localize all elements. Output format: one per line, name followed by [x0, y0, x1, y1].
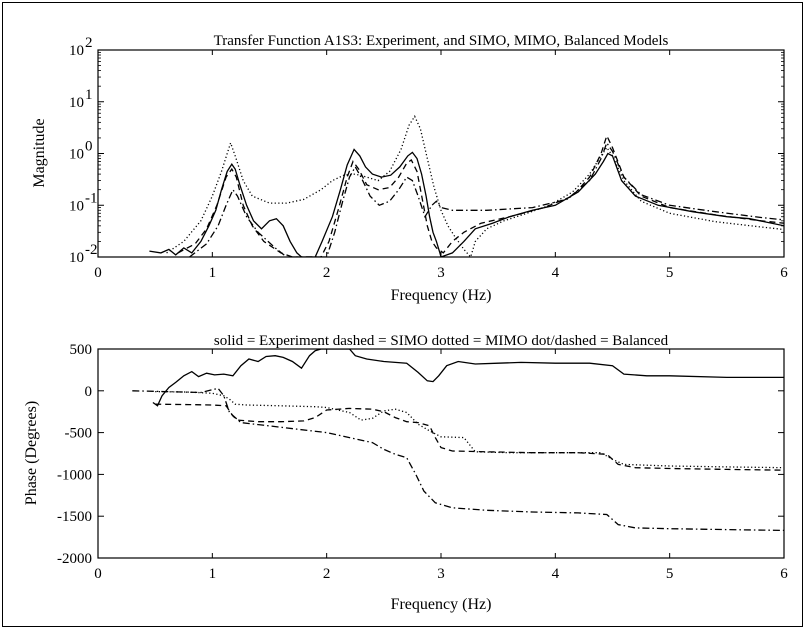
phase-xtick-label: 5	[666, 566, 674, 582]
magnitude-xtick-label: 3	[437, 265, 445, 281]
phase-series-dashdot	[132, 387, 784, 532]
magnitude-title: Transfer Function A1S3: Experiment, and …	[214, 33, 669, 49]
phase-ytick-label: 500	[70, 342, 93, 358]
magnitude-ytick-label: 10	[69, 198, 84, 214]
magnitude-xtick-label: 2	[323, 265, 331, 281]
phase-ytick-label: -500	[65, 426, 93, 442]
magnitude-series-solid	[149, 148, 784, 257]
magnitude-axes-box	[97, 49, 785, 258]
magnitude-ytick-label: 10	[69, 250, 84, 266]
phase-ticks: 0 1 2 3 4 5 6 500 0 -500 -1000 -1500 -2000	[57, 342, 788, 582]
phase-ytick-label: -2000	[57, 551, 92, 567]
magnitude-xtick-label: 5	[666, 265, 674, 281]
phase-ytick-label: 0	[85, 384, 93, 400]
phase-series-solid	[152, 349, 784, 407]
magnitude-series-dashdot	[189, 141, 784, 257]
magnitude-xlabel: Frequency (Hz)	[391, 287, 492, 304]
phase-plot: solid = Experiment dashed = SIMO dotted …	[23, 333, 788, 613]
phase-series	[132, 349, 784, 532]
magnitude-ylabel: Magnitude	[31, 118, 48, 187]
magnitude-series-dashed	[177, 134, 784, 257]
magnitude-xtick-label: 6	[780, 265, 788, 281]
magnitude-ytick-exponent: 2	[85, 35, 93, 51]
phase-series-dotted	[155, 390, 784, 469]
magnitude-plot: Transfer Function A1S3: Experiment, and …	[31, 33, 788, 304]
magnitude-ytick-exponent: 1	[85, 87, 93, 103]
magnitude-ytick-label: 10	[69, 43, 84, 59]
magnitude-ytick-exponent: 0	[85, 139, 93, 155]
phase-axes-box	[97, 348, 785, 559]
magnitude-ytick-exponent: -2	[85, 242, 98, 258]
phase-xtick-label: 0	[94, 566, 102, 582]
phase-xlabel: Frequency (Hz)	[391, 596, 492, 613]
phase-ytick-label: -1500	[57, 509, 92, 525]
phase-series-dashed	[155, 403, 784, 471]
phase-xtick-label: 2	[323, 566, 331, 582]
magnitude-series-dotted	[166, 115, 784, 257]
magnitude-xtick-label: 4	[552, 265, 560, 281]
magnitude-ytick-label: 10	[69, 95, 84, 111]
phase-xtick-label: 1	[209, 566, 217, 582]
magnitude-series	[149, 115, 784, 257]
magnitude-xtick-label: 1	[209, 265, 217, 281]
phase-xtick-label: 4	[552, 566, 560, 582]
phase-xtick-label: 6	[780, 566, 788, 582]
phase-ytick-label: -1000	[57, 467, 92, 483]
phase-xtick-label: 3	[437, 566, 445, 582]
magnitude-ytick-label: 10	[69, 147, 84, 163]
magnitude-xtick-label: 0	[94, 265, 102, 281]
magnitude-ytick-exponent: -1	[85, 190, 98, 206]
phase-title: solid = Experiment dashed = SIMO dotted …	[214, 333, 669, 349]
phase-ylabel: Phase (Degrees)	[23, 401, 40, 505]
